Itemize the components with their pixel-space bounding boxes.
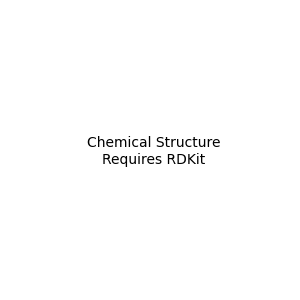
Text: Chemical Structure
Requires RDKit: Chemical Structure Requires RDKit: [87, 136, 220, 166]
